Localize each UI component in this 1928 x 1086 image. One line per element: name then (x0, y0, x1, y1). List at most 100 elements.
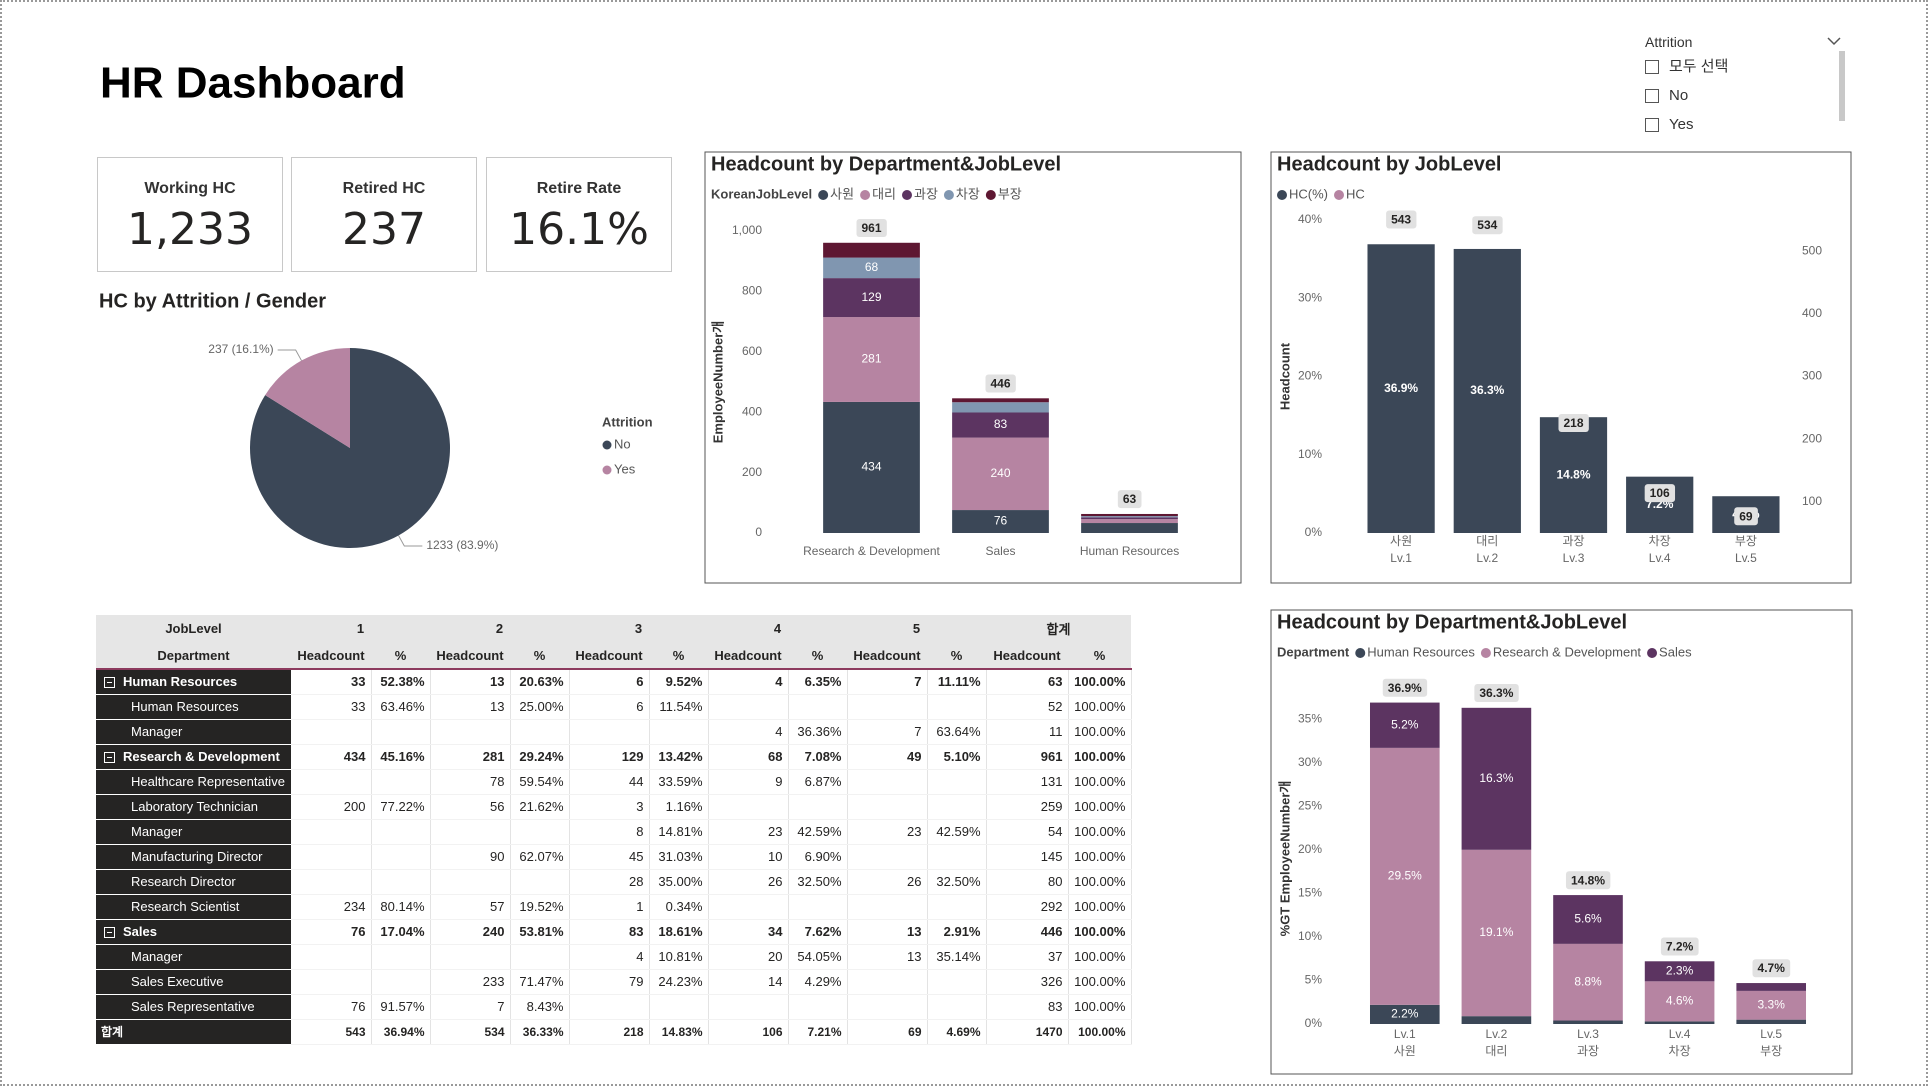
cell: 100.00% (1068, 894, 1132, 920)
cell: 25.00% (510, 694, 570, 720)
cell: 100.00% (1068, 994, 1132, 1020)
cell: 20 (708, 944, 789, 970)
cell: 26 (708, 869, 789, 895)
y2-tick-label: 100 (1802, 494, 1822, 508)
data-label: 240 (990, 466, 1010, 480)
bar-segment (1553, 895, 1623, 944)
expand-toggle[interactable] (104, 677, 115, 689)
bar-segment (1553, 943, 1623, 1021)
total-label: 36.3% (1479, 686, 1513, 700)
legend-marker (602, 465, 612, 475)
leader-line (398, 535, 423, 547)
cell: 83 (569, 919, 650, 945)
cell: 9 (708, 769, 789, 795)
row-header: Manager (96, 719, 291, 745)
option-label[interactable]: Yes (1669, 116, 1694, 133)
bar-segment (1081, 513, 1178, 517)
cell: 21.62% (510, 794, 570, 820)
cell: 18.61% (649, 919, 709, 945)
row-label: Human Resources (123, 674, 238, 690)
data-label: 3.3% (1758, 997, 1786, 1011)
cell: 71.47% (510, 969, 570, 995)
cell: 961 (986, 744, 1069, 770)
column-header: 1 (291, 615, 430, 642)
cell: 145 (986, 844, 1069, 870)
checkbox[interactable] (1645, 88, 1659, 103)
checkbox[interactable] (1645, 117, 1659, 132)
header-row: JobLevel 1 2 3 4 5 합계 (96, 615, 1131, 642)
cell: 35.14% (927, 944, 987, 970)
data-label-bg (1734, 507, 1758, 526)
total-label-bg (1474, 683, 1519, 702)
total-label: 63 (1123, 492, 1137, 506)
slicer-option[interactable]: No (1645, 81, 1850, 110)
slicer-scrollbar[interactable] (1839, 51, 1845, 121)
cell: 8 (569, 819, 650, 845)
y-tick-label: 0 (755, 525, 762, 539)
slicer-option[interactable]: 모두 선택 (1645, 52, 1850, 81)
cell: 32.50% (927, 869, 987, 895)
cell (430, 819, 511, 845)
cell: 100.00% (1068, 769, 1132, 795)
bar-segment (1369, 702, 1440, 748)
cell: 7.08% (788, 744, 848, 770)
cell: 76 (291, 919, 372, 945)
bar-segment (1461, 849, 1532, 1017)
cell (291, 819, 372, 845)
legend-marker (902, 190, 912, 200)
cell: 45 (569, 844, 650, 870)
y-tick-label: 1,000 (732, 223, 762, 237)
cell (927, 844, 987, 870)
slicer-chevron[interactable] (1827, 37, 1841, 46)
y-tick-label: 5% (1305, 973, 1323, 987)
cell (708, 794, 789, 820)
data-label: 2.2% (1391, 1007, 1419, 1021)
column-subheader: % (927, 642, 986, 670)
cell (371, 944, 431, 970)
cell (788, 894, 848, 920)
cell: 240 (430, 919, 511, 945)
y2-tick-label: 500 (1802, 243, 1822, 257)
option-label[interactable]: No (1669, 87, 1689, 104)
x-tick-label: 차장 (1649, 534, 1671, 548)
cell: 28 (569, 869, 650, 895)
cell: 52.38% (371, 669, 431, 695)
slicer-option[interactable]: Yes (1645, 110, 1850, 139)
cell: 14 (708, 969, 789, 995)
total-label-bg (856, 218, 887, 237)
cell: 100.00% (1068, 869, 1132, 895)
row-label: Manufacturing Director (131, 849, 263, 864)
cell: 100.00% (1068, 844, 1132, 870)
row-header: Sales (96, 919, 291, 945)
expand-toggle[interactable] (104, 752, 115, 764)
legend-label: Yes (614, 461, 636, 476)
total-label: 14.8% (1571, 873, 1605, 887)
total-label-bg (1565, 871, 1611, 890)
bar-segment (1367, 244, 1435, 533)
cell: 24.23% (649, 969, 709, 995)
data-label: 281 (861, 352, 881, 366)
y-tick-label: 40% (1298, 212, 1322, 226)
legend-label: 과장 (914, 186, 938, 201)
data-label: 237 (16.1%) (208, 342, 273, 356)
x-tick-label: Lv.1 (1394, 1027, 1416, 1041)
option-label[interactable]: 모두 선택 (1669, 58, 1729, 75)
cell: 0.34% (649, 894, 709, 920)
data-label: 16.3% (1479, 771, 1513, 785)
cell: 23 (708, 819, 789, 845)
checkbox[interactable] (1645, 59, 1659, 74)
data-label: 29.5% (1388, 869, 1422, 883)
cell: 7.21% (788, 1019, 848, 1045)
data-label: 543 (1391, 213, 1411, 227)
table-body: JobLevel 1 2 3 4 5 합계 Department Headcount% Headc… (96, 615, 1132, 1045)
expand-toggle[interactable] (104, 927, 115, 939)
cell: 59.54% (510, 769, 570, 795)
cell: 13 (847, 919, 928, 945)
cell (788, 694, 848, 720)
x-tick-sublabel: Lv.4 (1649, 551, 1671, 565)
cell: 7 (847, 719, 928, 745)
x-tick-sublabel: 차장 (1669, 1044, 1691, 1058)
data-label: 534 (1477, 218, 1497, 232)
cell: 45.16% (371, 744, 431, 770)
